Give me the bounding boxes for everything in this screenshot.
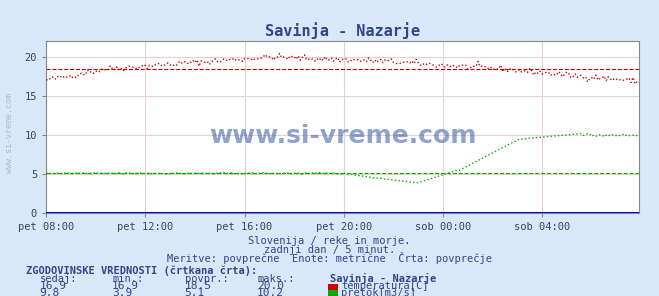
Text: maks.:: maks.: (257, 274, 295, 284)
Text: 10.2: 10.2 (257, 288, 284, 296)
Text: Meritve: povprečne  Enote: metrične  Črta: povprečje: Meritve: povprečne Enote: metrične Črta:… (167, 252, 492, 264)
Text: temperatura[C]: temperatura[C] (341, 281, 429, 292)
Text: 16.9: 16.9 (40, 281, 67, 292)
Text: 20.0: 20.0 (257, 281, 284, 292)
Text: www.si-vreme.com: www.si-vreme.com (5, 93, 14, 173)
Text: 16.9: 16.9 (112, 281, 139, 292)
Text: sedaj:: sedaj: (40, 274, 77, 284)
Text: www.si-vreme.com: www.si-vreme.com (209, 124, 476, 148)
Text: zadnji dan / 5 minut.: zadnji dan / 5 minut. (264, 245, 395, 255)
Text: Savinja - Nazarje: Savinja - Nazarje (330, 273, 436, 284)
Text: 5.1: 5.1 (185, 288, 205, 296)
Text: Slovenija / reke in morje.: Slovenija / reke in morje. (248, 236, 411, 246)
Text: 3.9: 3.9 (112, 288, 132, 296)
Title: Savinja - Nazarje: Savinja - Nazarje (265, 22, 420, 39)
Text: 18.5: 18.5 (185, 281, 212, 292)
Text: povpr.:: povpr.: (185, 274, 228, 284)
Text: pretok[m3/s]: pretok[m3/s] (341, 288, 416, 296)
Text: 9.8: 9.8 (40, 288, 60, 296)
Text: min.:: min.: (112, 274, 143, 284)
Text: ZGODOVINSKE VREDNOSTI (črtkana črta):: ZGODOVINSKE VREDNOSTI (črtkana črta): (26, 265, 258, 276)
